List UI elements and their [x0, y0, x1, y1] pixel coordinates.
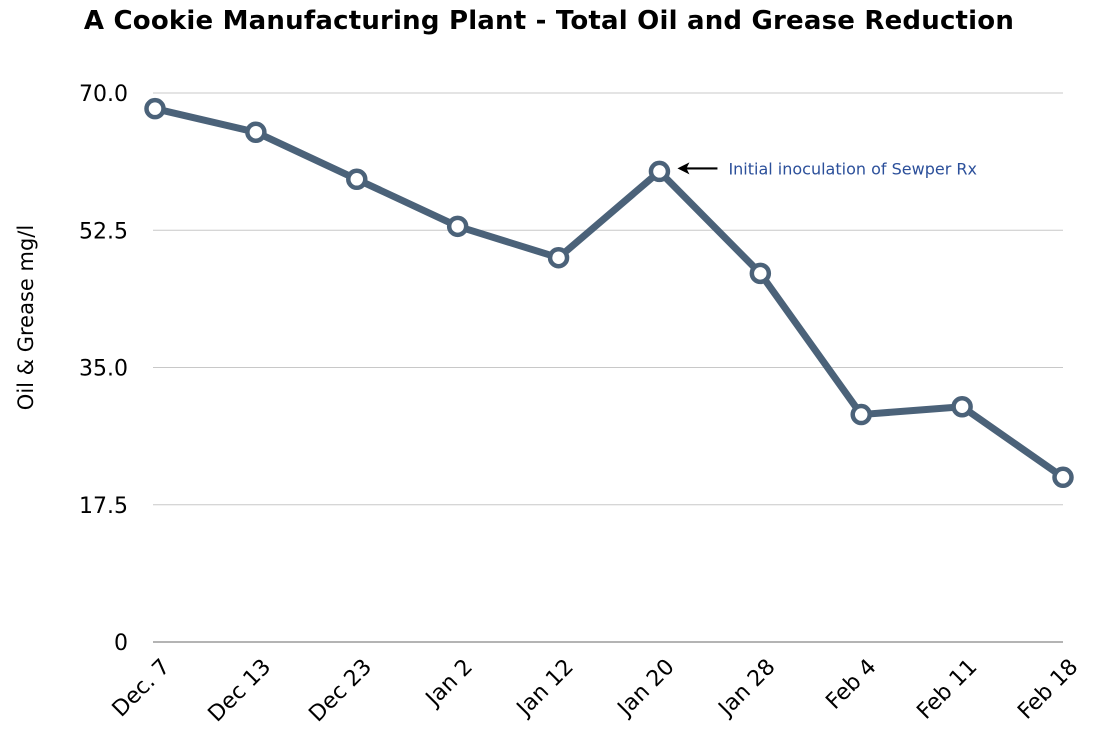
y-tick-label: 52.5 [79, 219, 128, 244]
x-tick-label: Feb 11 [912, 655, 982, 725]
data-point [1052, 466, 1074, 489]
y-tick-label: 17.5 [79, 494, 128, 519]
data-point [951, 395, 973, 418]
x-tick-label: Jan 12 [511, 655, 579, 723]
x-tick-label: Jan 20 [612, 655, 680, 723]
annotations: Initial inoculation of Sewper Rx [677, 159, 977, 178]
x-tick-label: Jan 28 [713, 655, 781, 723]
x-tick-label: Dec 13 [204, 655, 277, 728]
data-point [144, 97, 166, 120]
x-tick-label: Dec. 7 [108, 655, 176, 723]
annotation-text: Initial inoculation of Sewper Rx [728, 159, 977, 178]
chart-title: A Cookie Manufacturing Plant - Total Oil… [83, 6, 1015, 36]
x-tick-label: Dec 23 [304, 655, 377, 728]
data-point [547, 246, 570, 269]
y-axis-ticks: 0 17.5 35.0 52.5 70.0 [79, 82, 128, 656]
data-point [346, 168, 368, 191]
y-tick-label: 0 [114, 631, 128, 656]
data-point [749, 262, 772, 285]
annotation-arrow-head [677, 162, 690, 175]
data-point [648, 160, 671, 183]
series-line [151, 105, 1067, 481]
y-axis-label: Oil & Grease mg/l [14, 225, 38, 410]
x-axis-ticks: Dec. 7 Dec 13 Dec 23 Jan 2 Jan 12 Jan 20 Jan 2… [108, 655, 1084, 728]
x-tick-label: Feb 18 [1013, 655, 1083, 725]
data-point [446, 215, 469, 238]
y-tick-label: 70.0 [79, 82, 128, 107]
x-tick-label: Feb 4 [821, 655, 881, 715]
annotation-arrow [677, 162, 718, 175]
data-point [850, 403, 872, 426]
data-series [144, 97, 1074, 489]
data-point [245, 121, 267, 143]
x-tick-label: Jan 2 [420, 655, 478, 713]
gridlines [153, 92, 1063, 643]
y-tick-label: 35.0 [79, 357, 128, 382]
